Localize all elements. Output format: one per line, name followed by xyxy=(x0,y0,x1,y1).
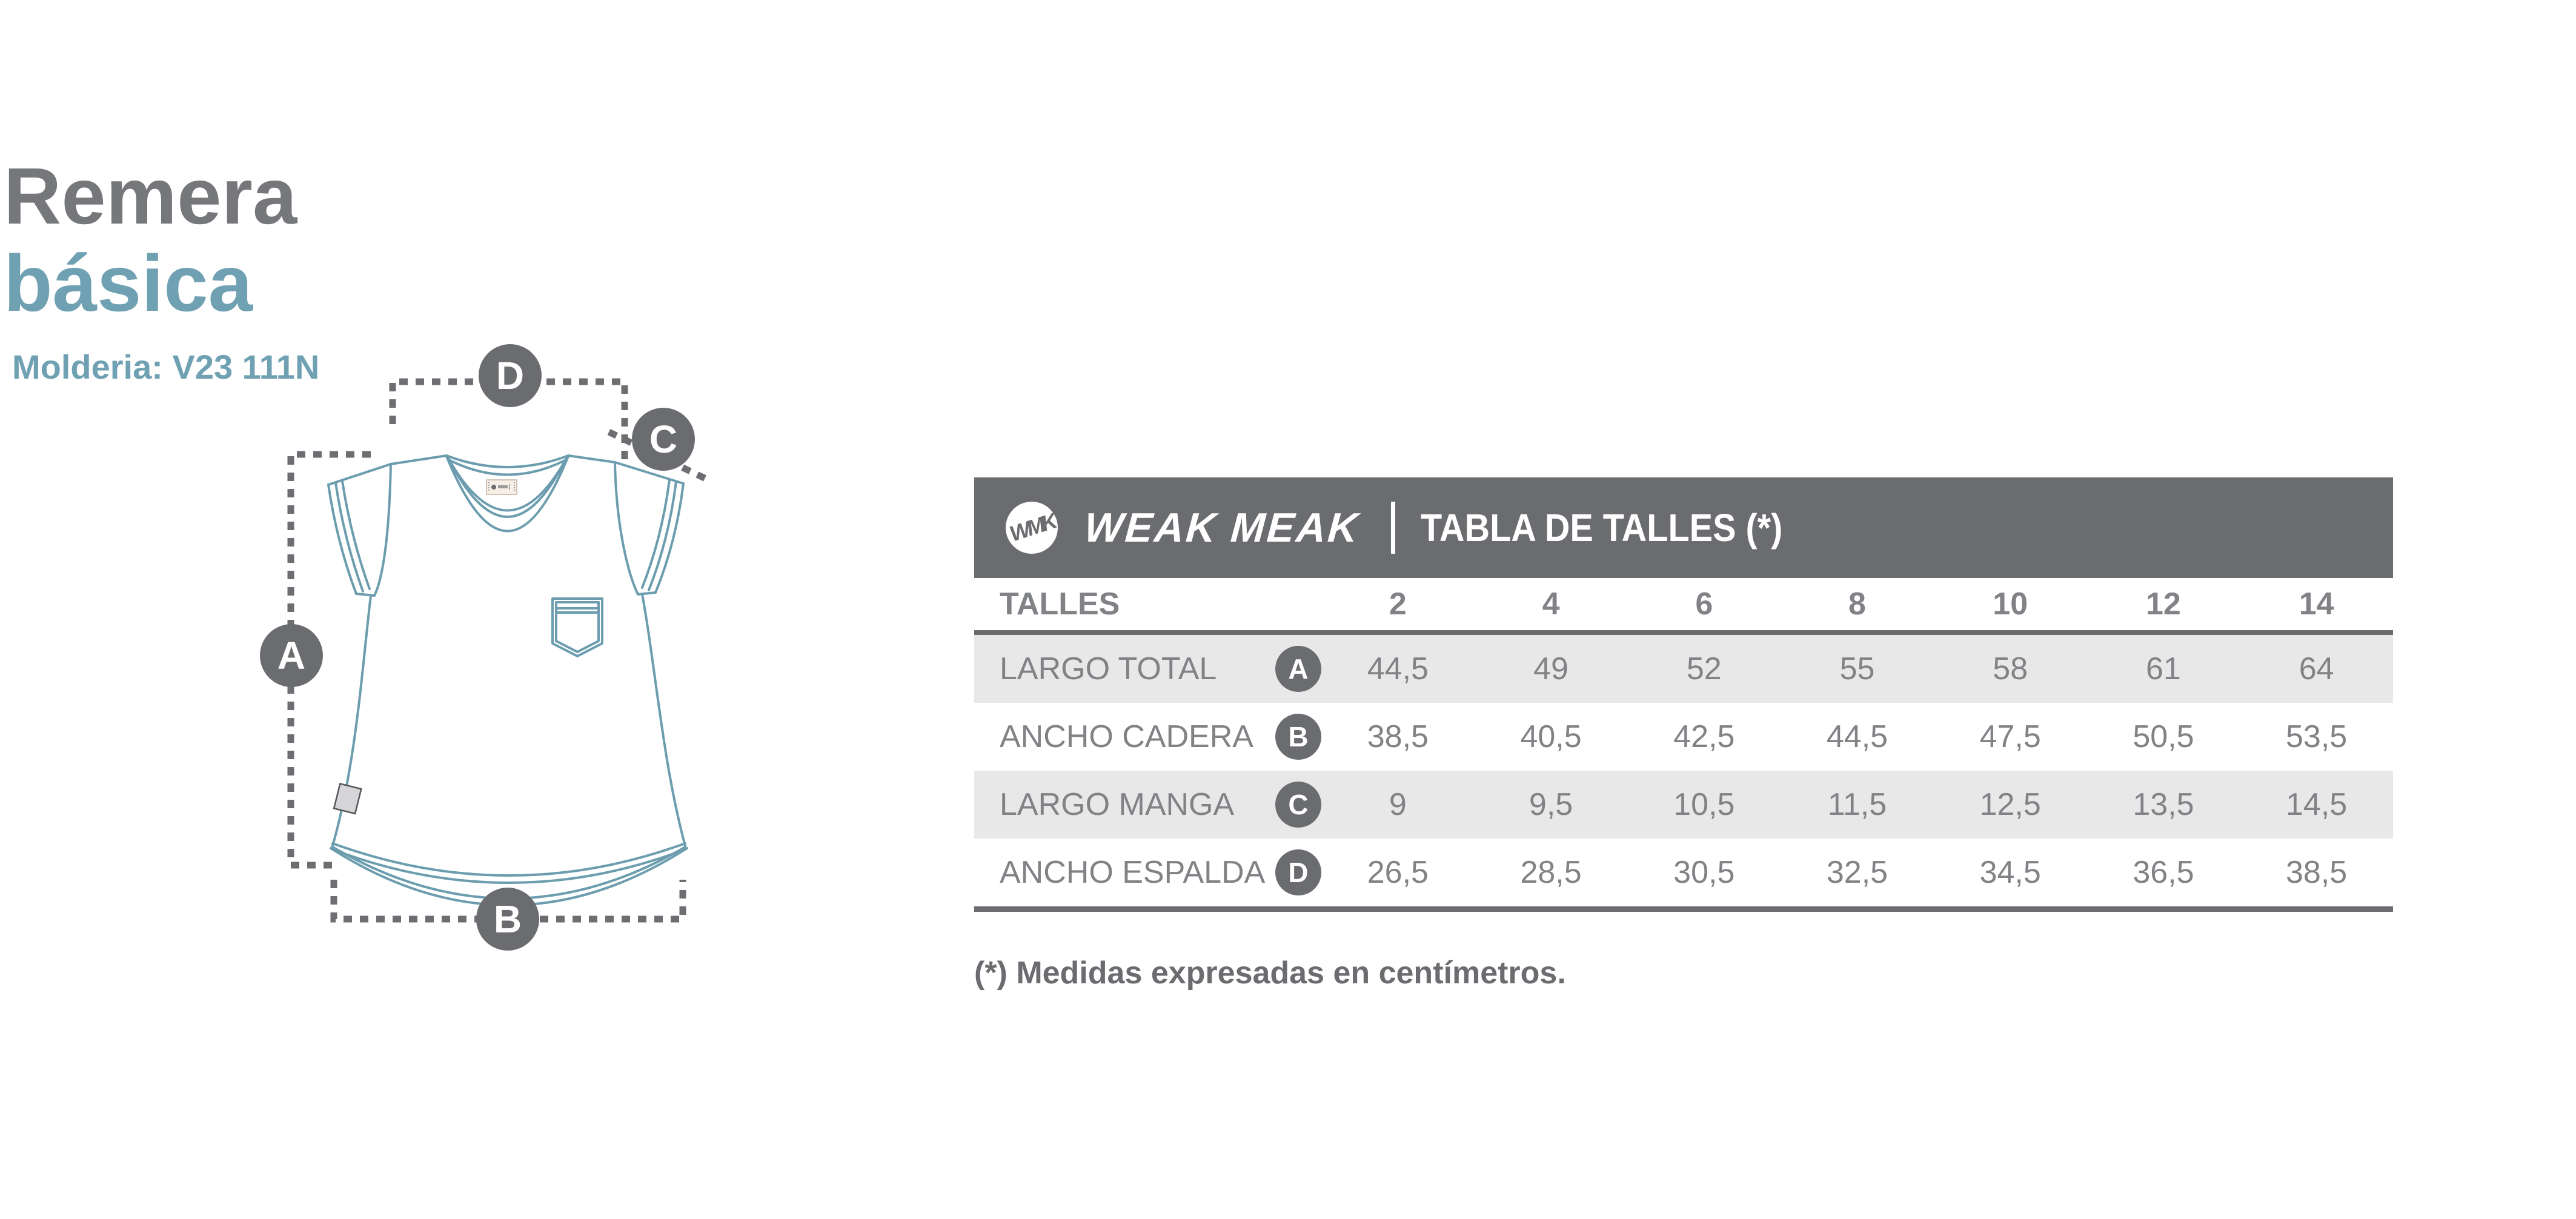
measurement-value: 9,5 xyxy=(1529,787,1573,822)
table-top-rule xyxy=(974,630,2393,635)
marker-b: B xyxy=(476,888,539,951)
brand-name: WEAK MEAK xyxy=(1083,505,1361,551)
measurement-value: 61 xyxy=(2146,651,2181,686)
measurement-value: 30,5 xyxy=(1673,855,1735,890)
marker-d: D xyxy=(479,344,542,407)
measurement-value: 14,5 xyxy=(2286,787,2348,822)
size-column-header: 10 xyxy=(1993,586,2028,622)
table-header-bar: WMK WEAK MEAK TABLA DE TALLES (*) xyxy=(974,477,2393,578)
table-row: LARGO TOTAL A 44,5 49 52 55 58 61 64 xyxy=(974,635,2393,703)
measurement-value: 32,5 xyxy=(1826,855,1888,890)
measurement-value: 50,5 xyxy=(2133,719,2194,754)
row-label: LARGO TOTAL xyxy=(1000,651,1217,686)
row-label: LARGO MANGA xyxy=(1000,787,1235,822)
brand-logo-icon: WMK xyxy=(1006,502,1058,554)
page-title: Remera xyxy=(4,151,297,241)
measure-line-d xyxy=(389,378,628,462)
marker-b-letter: B xyxy=(494,897,522,941)
measurement-value: 44,5 xyxy=(1367,651,1429,686)
measurement-value: 10,5 xyxy=(1673,787,1735,822)
row-marker-d: D xyxy=(1275,849,1321,895)
size-column-header: 14 xyxy=(2299,586,2334,622)
measurement-value: 28,5 xyxy=(1520,855,1582,890)
measurement-value: 58 xyxy=(1993,651,2028,686)
row-marker-c: C xyxy=(1275,782,1321,828)
marker-a-letter: A xyxy=(277,634,305,677)
tshirt-outline xyxy=(327,454,688,906)
table-bottom-rule xyxy=(974,906,2393,912)
size-column-header: 2 xyxy=(1389,586,1407,622)
measurement-value: 42,5 xyxy=(1673,719,1735,754)
page-subtitle: básica xyxy=(4,239,253,328)
row-label: ANCHO ESPALDA xyxy=(1000,855,1266,890)
table-row: ANCHO CADERA B 38,5 40,5 42,5 44,5 47,5 … xyxy=(974,703,2393,771)
measurement-value: 53,5 xyxy=(2286,719,2348,754)
brand-monogram: WMK xyxy=(1006,508,1057,546)
garment-measurement-diagram: D C A B xyxy=(242,315,763,982)
measurement-value: 9 xyxy=(1389,787,1407,822)
neck-label xyxy=(486,479,517,495)
table-row: LARGO MANGA C 9 9,5 10,5 11,5 12,5 13,5 … xyxy=(974,771,2393,839)
table-title: TABLA DE TALLES (*) xyxy=(1420,506,1783,550)
chest-pocket xyxy=(551,597,603,657)
pattern-code: Molderia: V23 111N xyxy=(12,348,320,386)
marker-a: A xyxy=(260,624,323,687)
size-column-header: 12 xyxy=(2146,586,2181,622)
measurement-value: 47,5 xyxy=(1979,719,2041,754)
measurement-value: 40,5 xyxy=(1520,719,1582,754)
size-column-header: 6 xyxy=(1695,586,1713,622)
marker-c: C xyxy=(632,408,695,471)
marker-c-letter: C xyxy=(649,417,677,461)
marker-d-letter: D xyxy=(496,354,524,397)
measurement-value: 52 xyxy=(1686,651,1722,686)
size-column-header: 4 xyxy=(1542,586,1560,622)
table-row: ANCHO ESPALDA D 26,5 28,5 30,5 32,5 34,5… xyxy=(974,839,2393,906)
measurement-value: 49 xyxy=(1533,651,1569,686)
header-divider xyxy=(1390,502,1395,554)
row-marker-a: A xyxy=(1275,646,1321,692)
measurement-value: 34,5 xyxy=(1979,855,2041,890)
measurement-value: 44,5 xyxy=(1826,719,1888,754)
measurement-value: 12,5 xyxy=(1979,787,2041,822)
size-table: WMK WEAK MEAK TABLA DE TALLES (*) TALLES… xyxy=(974,477,2393,912)
row-marker-b: B xyxy=(1275,714,1321,760)
measurement-value: 55 xyxy=(1839,651,1875,686)
sizes-header-row: TALLES 2 4 6 8 10 12 14 xyxy=(974,578,2393,630)
measurement-value: 38,5 xyxy=(1367,719,1429,754)
measurement-footnote: (*) Medidas expresadas en centímetros. xyxy=(974,955,1566,991)
measurement-value: 38,5 xyxy=(2286,855,2348,890)
measurement-value: 13,5 xyxy=(2133,787,2194,822)
measurement-value: 11,5 xyxy=(1827,787,1887,822)
measurement-value: 64 xyxy=(2299,651,2334,686)
sizes-header-label: TALLES xyxy=(1000,586,1120,622)
measurement-markers: D C A B xyxy=(260,344,695,951)
row-label: ANCHO CADERA xyxy=(1000,719,1253,754)
measurement-value: 36,5 xyxy=(2133,855,2194,890)
measurement-value: 26,5 xyxy=(1367,855,1429,890)
size-column-header: 8 xyxy=(1848,586,1866,622)
side-seam-tag xyxy=(333,782,362,815)
